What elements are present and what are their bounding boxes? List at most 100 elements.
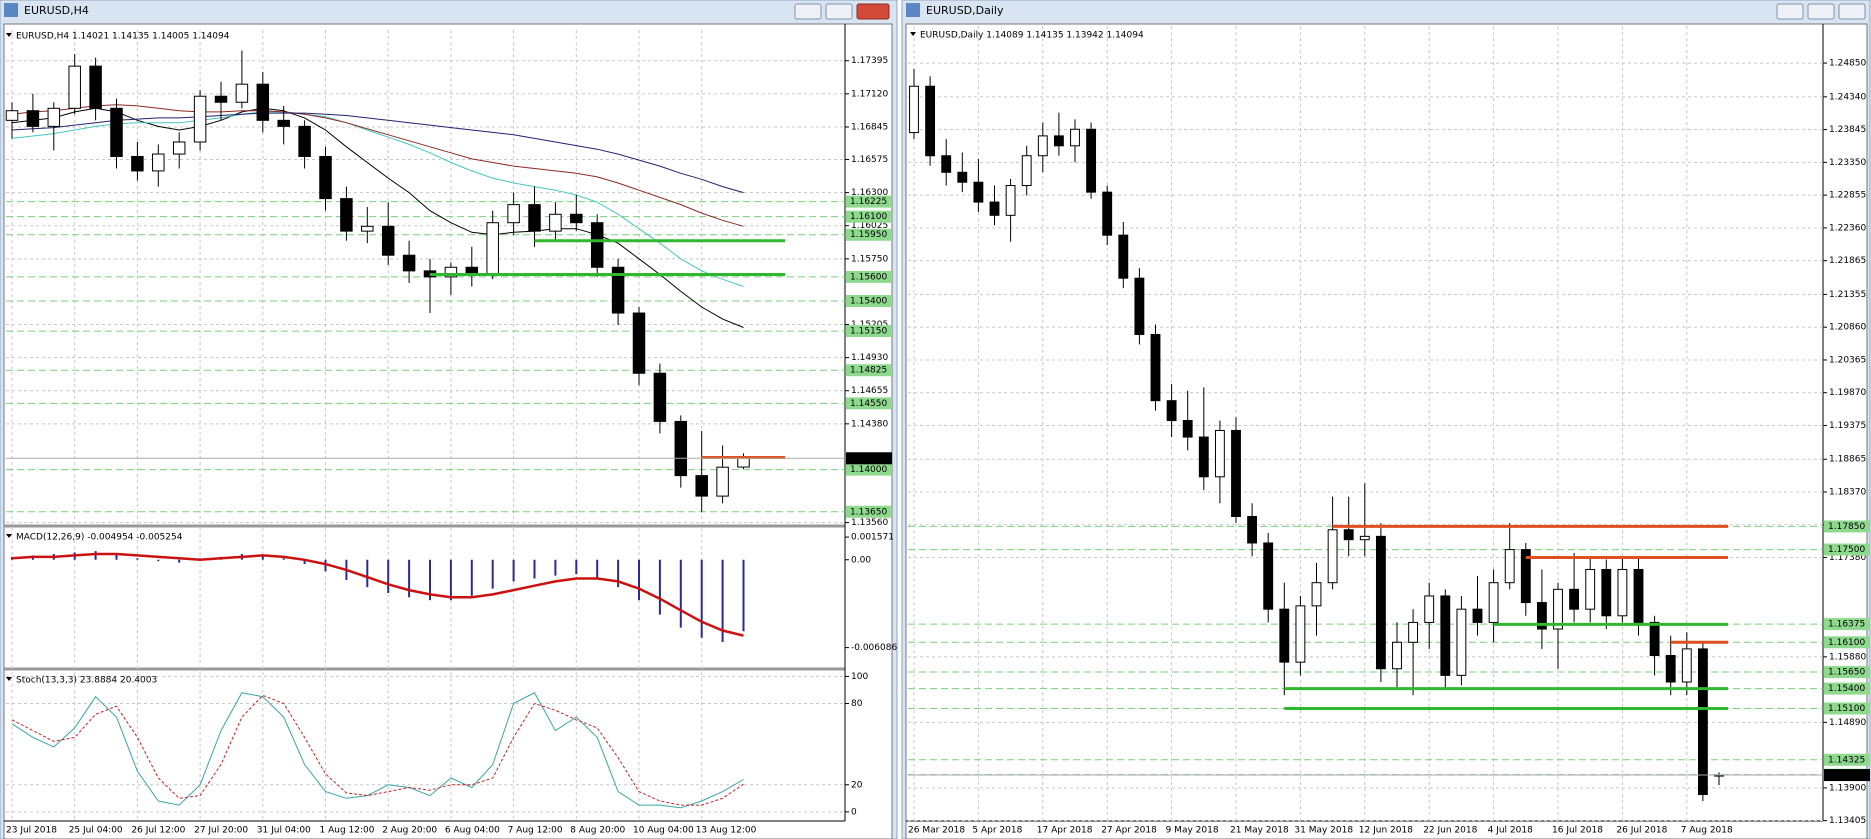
candle-body (319, 155, 332, 200)
y-tick-label: 1.14930 (851, 353, 888, 363)
candle-body (340, 198, 353, 232)
candle-body (1569, 588, 1580, 610)
candle-body (1037, 135, 1048, 157)
candle-body (1633, 568, 1644, 623)
x-tick-label: 8 Aug 20:00 (570, 826, 625, 836)
window-title: EURUSD,Daily (926, 4, 1004, 17)
minimize-button[interactable] (794, 3, 822, 20)
level-label: 1.16375 (1828, 620, 1865, 630)
candle-body (47, 107, 61, 127)
y-tick-label: 1.22855 (1829, 191, 1866, 201)
candle-body (1327, 529, 1338, 584)
y-tick-label: -0.006086 (851, 643, 897, 653)
header-arrow (6, 677, 12, 681)
candle-body (716, 466, 729, 497)
x-tick-label: 17 Apr 2018 (1037, 826, 1093, 836)
candle-body (68, 65, 81, 109)
x-tick-label: 27 Apr 2018 (1101, 826, 1157, 836)
level-label: 1.15150 (850, 327, 887, 337)
candle-body (1665, 655, 1676, 683)
candle-body (1343, 529, 1354, 541)
candle-body (674, 420, 688, 477)
close-button[interactable] (1838, 3, 1866, 20)
candle-body (1553, 588, 1563, 630)
candle-body (1231, 429, 1241, 518)
level-label: 1.15950 (850, 230, 887, 240)
x-tick-label: 31 Jul 04:00 (257, 826, 311, 836)
candle-body (277, 119, 290, 127)
chart-header: EURUSD,Daily 1.14089 1.14135 1.13942 1.1… (920, 31, 1144, 41)
restore-button[interactable] (825, 3, 853, 20)
current-price-box (846, 452, 892, 465)
x-tick-label: 26 Jul 12:00 (131, 826, 185, 836)
x-tick-label: 26 Jul 2018 (1616, 826, 1667, 836)
x-tick-label: 21 May 2018 (1230, 826, 1289, 836)
level-label: 1.14000 (850, 465, 887, 475)
current-price-box (1824, 769, 1870, 782)
level-label: 1.16100 (850, 212, 887, 222)
y-tick-label: 0.001571 (851, 533, 894, 543)
y-tick-label: 1.15880 (1829, 652, 1866, 662)
current-price: 1.14094 (850, 454, 887, 464)
level-label-box (846, 228, 892, 241)
level-label-box (1824, 753, 1870, 766)
candle-body (1102, 191, 1113, 236)
level-label-box (846, 325, 892, 338)
candle-body (1053, 135, 1064, 147)
candle-body (570, 213, 583, 224)
header-arrow (6, 33, 12, 37)
level-label-box (846, 505, 892, 518)
level-label: 1.16225 (850, 197, 887, 207)
close-button[interactable] (856, 3, 890, 20)
level-label: 1.16100 (1828, 638, 1865, 648)
level-label: 1.15100 (1828, 704, 1865, 714)
restore-button[interactable] (1807, 3, 1835, 20)
candle-body (486, 222, 499, 275)
y-tick-label: 1.20860 (1829, 323, 1866, 333)
moving-average (11, 112, 744, 194)
candle-body (131, 155, 144, 172)
candle-body (298, 125, 311, 157)
y-tick-label: 100 (851, 672, 868, 682)
candle-body (1198, 436, 1209, 478)
y-tick-label: 1.17120 (851, 89, 888, 99)
x-tick-label: 25 Jul 04:00 (69, 826, 123, 836)
y-tick-label: 1.14655 (851, 386, 888, 396)
candle-body (1295, 605, 1306, 663)
y-tick-label: 1.15750 (851, 254, 888, 264)
candle-body (973, 181, 984, 203)
y-tick-label: 1.16575 (851, 155, 888, 165)
candle-body (528, 204, 541, 232)
chart-header: MACD(12,26,9) -0.004954 -0.005254 (16, 533, 183, 543)
candle-body (89, 65, 102, 109)
y-tick-label: 1.16300 (851, 188, 888, 198)
y-tick-label: 80 (851, 699, 863, 709)
candle-body (214, 95, 228, 103)
y-tick-label: 0.00 (851, 555, 871, 565)
candle-body (1070, 128, 1080, 147)
candle-body (1118, 234, 1129, 279)
x-tick-label: 31 May 2018 (1294, 826, 1353, 836)
y-tick-label: 1.16025 (851, 221, 888, 231)
signal-line (11, 552, 744, 637)
candle-body (1585, 568, 1596, 610)
window-icon (906, 3, 920, 17)
candle-body (549, 213, 562, 232)
candle-body (361, 225, 374, 232)
y-tick-label: 20 (851, 780, 863, 790)
level-label: 1.13650 (850, 507, 887, 517)
y-tick-label: 1.18370 (1829, 488, 1866, 498)
candle-body (957, 171, 968, 183)
candle-body (1681, 648, 1692, 683)
minimize-button[interactable] (1776, 3, 1804, 20)
header-arrow (910, 32, 916, 36)
y-tick-label: 1.13900 (1829, 783, 1866, 793)
y-tick-label: 1.22360 (1829, 223, 1866, 233)
level-label-box (846, 364, 892, 377)
candle-body (653, 372, 667, 422)
level-label-box (1824, 666, 1870, 679)
level-label: 1.15600 (850, 272, 887, 282)
candle-body (235, 83, 249, 103)
candle-body (1504, 549, 1515, 584)
window-title: EURUSD,H4 (24, 4, 89, 17)
